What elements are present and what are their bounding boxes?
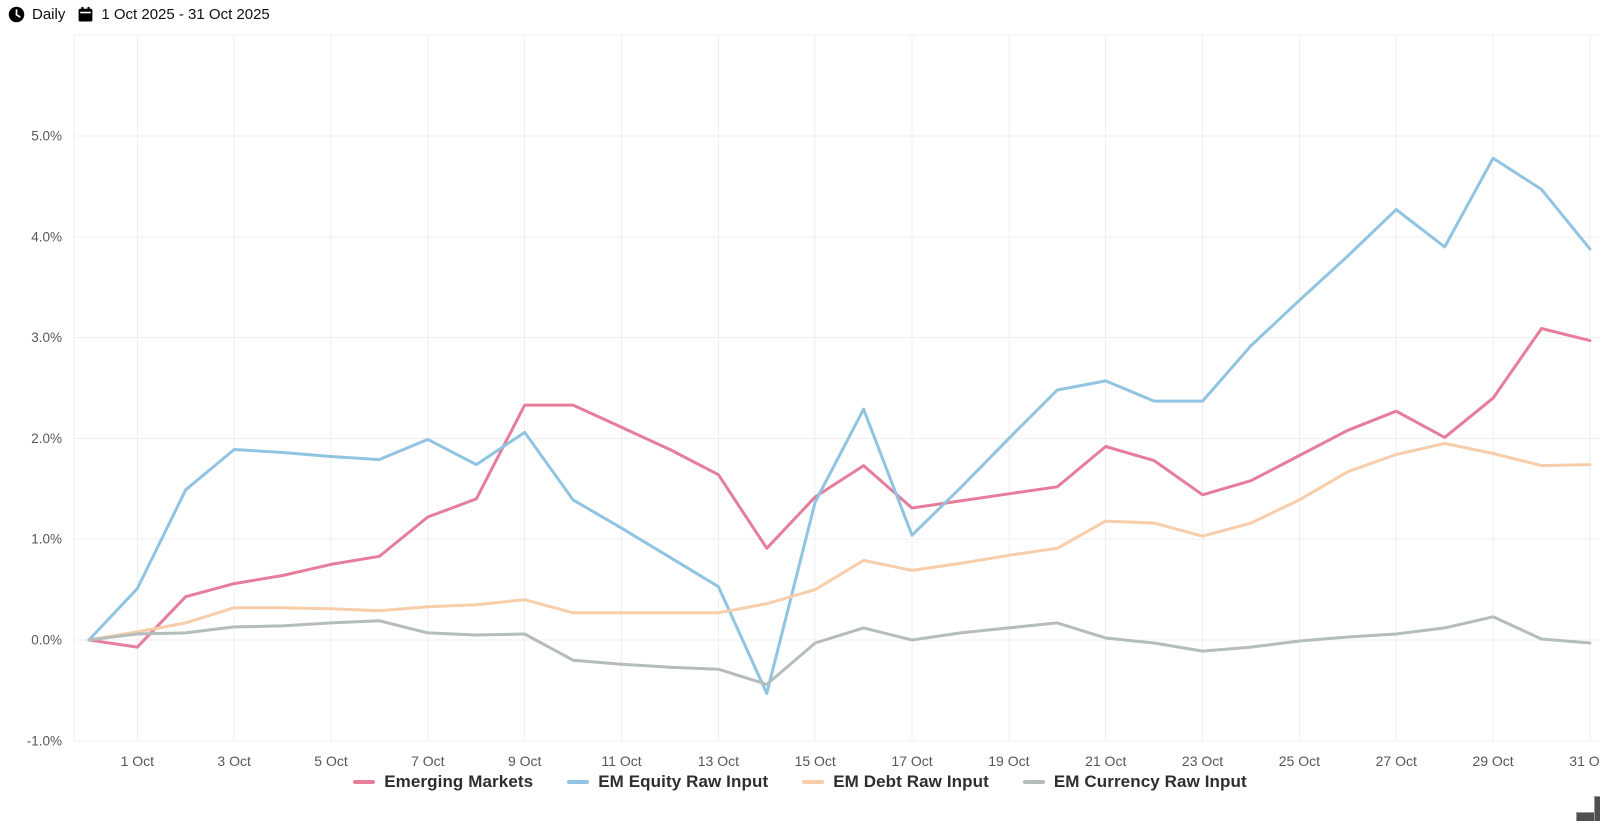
x-axis-tick-label: 9 Oct: [508, 753, 542, 769]
horizontal-scrollbar-thumb[interactable]: [1576, 812, 1600, 821]
legend-label: Emerging Markets: [384, 772, 534, 791]
clock-icon: [8, 6, 25, 22]
x-axis-tick-label: 29 Oct: [1472, 753, 1513, 769]
legend-swatch: [353, 780, 376, 784]
x-axis-tick-label: 11 Oct: [601, 753, 641, 769]
x-axis-tick-label: 1 Oct: [121, 753, 155, 769]
series-line-em-currency-raw-input: [87, 615, 1592, 686]
x-axis-tick-label: 17 Oct: [891, 753, 932, 769]
series-line-emerging-markets: [87, 327, 1592, 649]
y-axis-tick-label: 5.0%: [31, 129, 62, 144]
x-axis-tick-label: 21 Oct: [1085, 753, 1126, 769]
legend-label: EM Debt Raw Input: [833, 772, 989, 791]
legend-swatch: [802, 780, 825, 784]
y-axis-tick-label: 2.0%: [31, 431, 62, 446]
frequency-selector[interactable]: Daily: [8, 6, 65, 23]
vertical-scrollbar-thumb[interactable]: [1594, 796, 1600, 821]
legend-label: EM Equity Raw Input: [598, 772, 769, 791]
x-axis-tick-label: 15 Oct: [795, 753, 836, 769]
legend-label: EM Currency Raw Input: [1053, 772, 1247, 791]
series-line-em-equity-raw-input: [87, 156, 1592, 695]
x-axis-tick-label: 23 Oct: [1182, 753, 1223, 769]
chart-legend: Emerging Markets EM Equity Raw Input EM De…: [0, 767, 1600, 797]
calendar-icon: [78, 6, 93, 22]
toolbar: Daily 1 Oct 2025 - 31 Oct 2025: [8, 2, 270, 26]
x-axis-tick-label: 5 Oct: [314, 753, 348, 769]
legend-item-emerging-markets[interactable]: Emerging Markets: [353, 772, 533, 792]
y-axis-tick-label: 1.0%: [31, 532, 62, 547]
x-axis-tick-label: 27 Oct: [1376, 753, 1417, 769]
date-range-label: 1 Oct 2025 - 31 Oct 2025: [101, 5, 270, 23]
date-range-selector[interactable]: 1 Oct 2025 - 31 Oct 2025: [77, 5, 270, 23]
y-axis-tick-label: 3.0%: [31, 330, 62, 345]
series-line-em-debt-raw-input: [87, 441, 1592, 642]
y-axis-tick-label: 4.0%: [31, 229, 62, 244]
x-axis-tick-label: 13 Oct: [698, 753, 739, 769]
legend-item-em-currency-raw-input[interactable]: EM Currency Raw Input: [1022, 772, 1247, 792]
frequency-label: Daily: [32, 5, 66, 23]
x-axis-tick-label: 7 Oct: [411, 753, 445, 769]
x-axis-tick-label: 31 Oct: [1569, 753, 1600, 769]
y-axis-tick-label: 0.0%: [31, 633, 62, 648]
legend-item-em-equity-raw-input[interactable]: EM Equity Raw Input: [567, 772, 768, 792]
x-axis-tick-label: 19 Oct: [988, 753, 1029, 769]
legend-swatch: [567, 780, 590, 784]
legend-item-em-debt-raw-input[interactable]: EM Debt Raw Input: [802, 772, 989, 792]
y-axis-tick-label: -1.0%: [27, 733, 62, 748]
legend-swatch: [1022, 780, 1045, 784]
x-axis-tick-label: 25 Oct: [1279, 753, 1320, 769]
x-axis-tick-label: 3 Oct: [217, 753, 251, 769]
